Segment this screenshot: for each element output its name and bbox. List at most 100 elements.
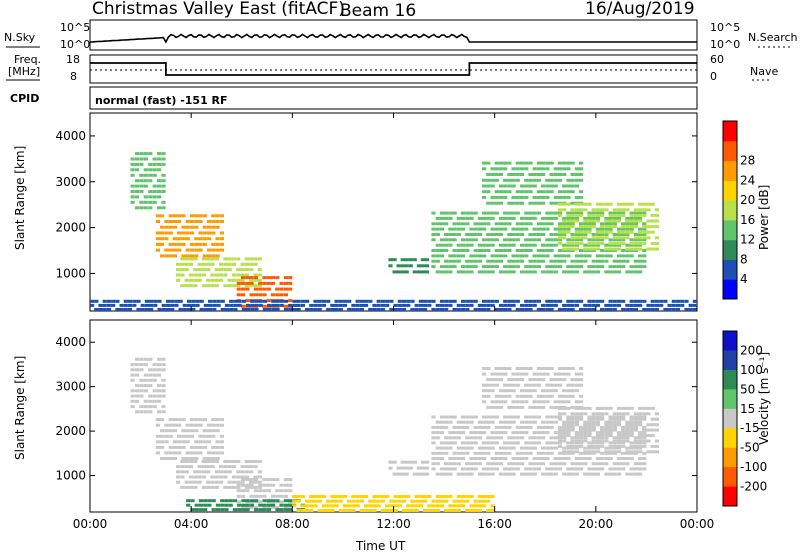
velocity-cell	[557, 441, 563, 445]
power-cell	[574, 167, 579, 171]
power-cell	[503, 265, 508, 269]
power-cell	[448, 243, 453, 247]
power-colorbar-tick: 16	[740, 213, 755, 227]
power-cell	[157, 184, 162, 188]
velocity-cell	[414, 509, 419, 512]
velocity-cell	[279, 489, 284, 493]
velocity-cell	[130, 399, 135, 403]
power-cell	[616, 219, 622, 223]
power-cell	[482, 178, 487, 182]
power-cell	[180, 262, 185, 266]
velocity-cell	[545, 420, 550, 424]
velocity-cell	[507, 420, 512, 424]
power-cell	[143, 173, 148, 177]
velocity-cell	[608, 444, 613, 448]
power-cell	[498, 249, 504, 252]
power-cell	[541, 190, 546, 194]
power-cell	[258, 293, 263, 297]
power-cell	[439, 265, 445, 269]
power-cell	[410, 308, 415, 311]
velocity-cell	[574, 446, 579, 450]
velocity-cell	[414, 504, 419, 508]
velocity-cell	[520, 472, 525, 476]
velocity-cell	[494, 425, 499, 429]
velocity-cell	[574, 415, 579, 419]
power-cell	[515, 195, 520, 199]
velocity-cell	[570, 367, 575, 370]
velocity-cell	[570, 428, 575, 432]
velocity-cell	[621, 417, 626, 421]
velocity-cell	[532, 441, 537, 445]
power-cell	[193, 257, 198, 261]
velocity-cell	[574, 467, 579, 471]
power-cell	[195, 299, 200, 303]
power-cell	[536, 254, 541, 258]
power-cell	[111, 299, 116, 303]
velocity-cell	[130, 368, 135, 372]
velocity-cell	[452, 509, 457, 512]
velocity-cell	[206, 470, 211, 474]
velocity-cell	[490, 415, 495, 419]
velocity-cell	[143, 399, 148, 403]
power-cell	[283, 276, 288, 280]
power-cell	[566, 243, 571, 247]
velocity-cell	[625, 431, 630, 435]
velocity-cell	[562, 434, 567, 437]
power-cell	[608, 241, 613, 245]
velocity-cell	[215, 457, 220, 460]
power-cell	[545, 222, 550, 226]
velocity-cell	[507, 451, 512, 455]
velocity-cell	[202, 457, 207, 460]
power-cell	[642, 233, 647, 236]
power-cell	[448, 227, 453, 231]
velocity-cell	[460, 441, 466, 445]
velocity-cell	[570, 420, 575, 424]
velocity-cell	[392, 472, 397, 476]
velocity-cell	[194, 445, 199, 449]
power-cell	[460, 270, 466, 274]
velocity-cell	[562, 406, 567, 410]
velocity-cell	[180, 485, 185, 489]
velocity-cell	[211, 445, 216, 449]
power-cell	[562, 208, 567, 212]
power-cell	[236, 293, 241, 297]
velocity-cell	[359, 495, 364, 498]
power-cell	[638, 216, 643, 220]
power-cell	[562, 254, 567, 258]
velocity-cell	[257, 470, 262, 474]
power-cell	[616, 230, 622, 234]
power-cell	[574, 238, 579, 242]
velocity-cell	[503, 367, 508, 370]
velocity-cell	[416, 466, 421, 470]
velocity-cell	[650, 434, 655, 437]
power-cell	[168, 220, 173, 223]
velocity-cell	[608, 406, 613, 410]
velocity-cell	[650, 450, 655, 454]
velocity-colorbar-tick: 100	[740, 363, 763, 377]
power-cell	[570, 303, 575, 307]
power-cell	[616, 259, 622, 263]
velocity-cell	[621, 415, 626, 419]
freq-label: Freq.	[14, 53, 42, 66]
power-cell	[621, 299, 626, 303]
velocity-cell	[184, 470, 189, 474]
velocity-cell	[236, 460, 241, 463]
power-cell	[515, 211, 520, 215]
velocity-cell	[604, 472, 609, 476]
power-cell	[177, 242, 182, 246]
velocity-cell	[524, 441, 529, 445]
velocity-cell	[275, 508, 280, 512]
velocity-cell	[583, 472, 588, 476]
velocity-cell	[435, 509, 440, 512]
velocity-cell	[214, 460, 219, 463]
power-cell	[507, 265, 512, 269]
nsearch-tick-bottom: 10^0	[710, 38, 741, 51]
velocity-cell	[444, 509, 449, 512]
power-cell	[625, 208, 630, 212]
velocity-cell	[532, 420, 537, 424]
velocity-cell	[541, 378, 546, 382]
beam-label: Beam 16	[340, 1, 417, 21]
power-cell	[477, 227, 482, 231]
velocity-cell	[236, 480, 241, 484]
velocity-cell	[188, 475, 194, 479]
